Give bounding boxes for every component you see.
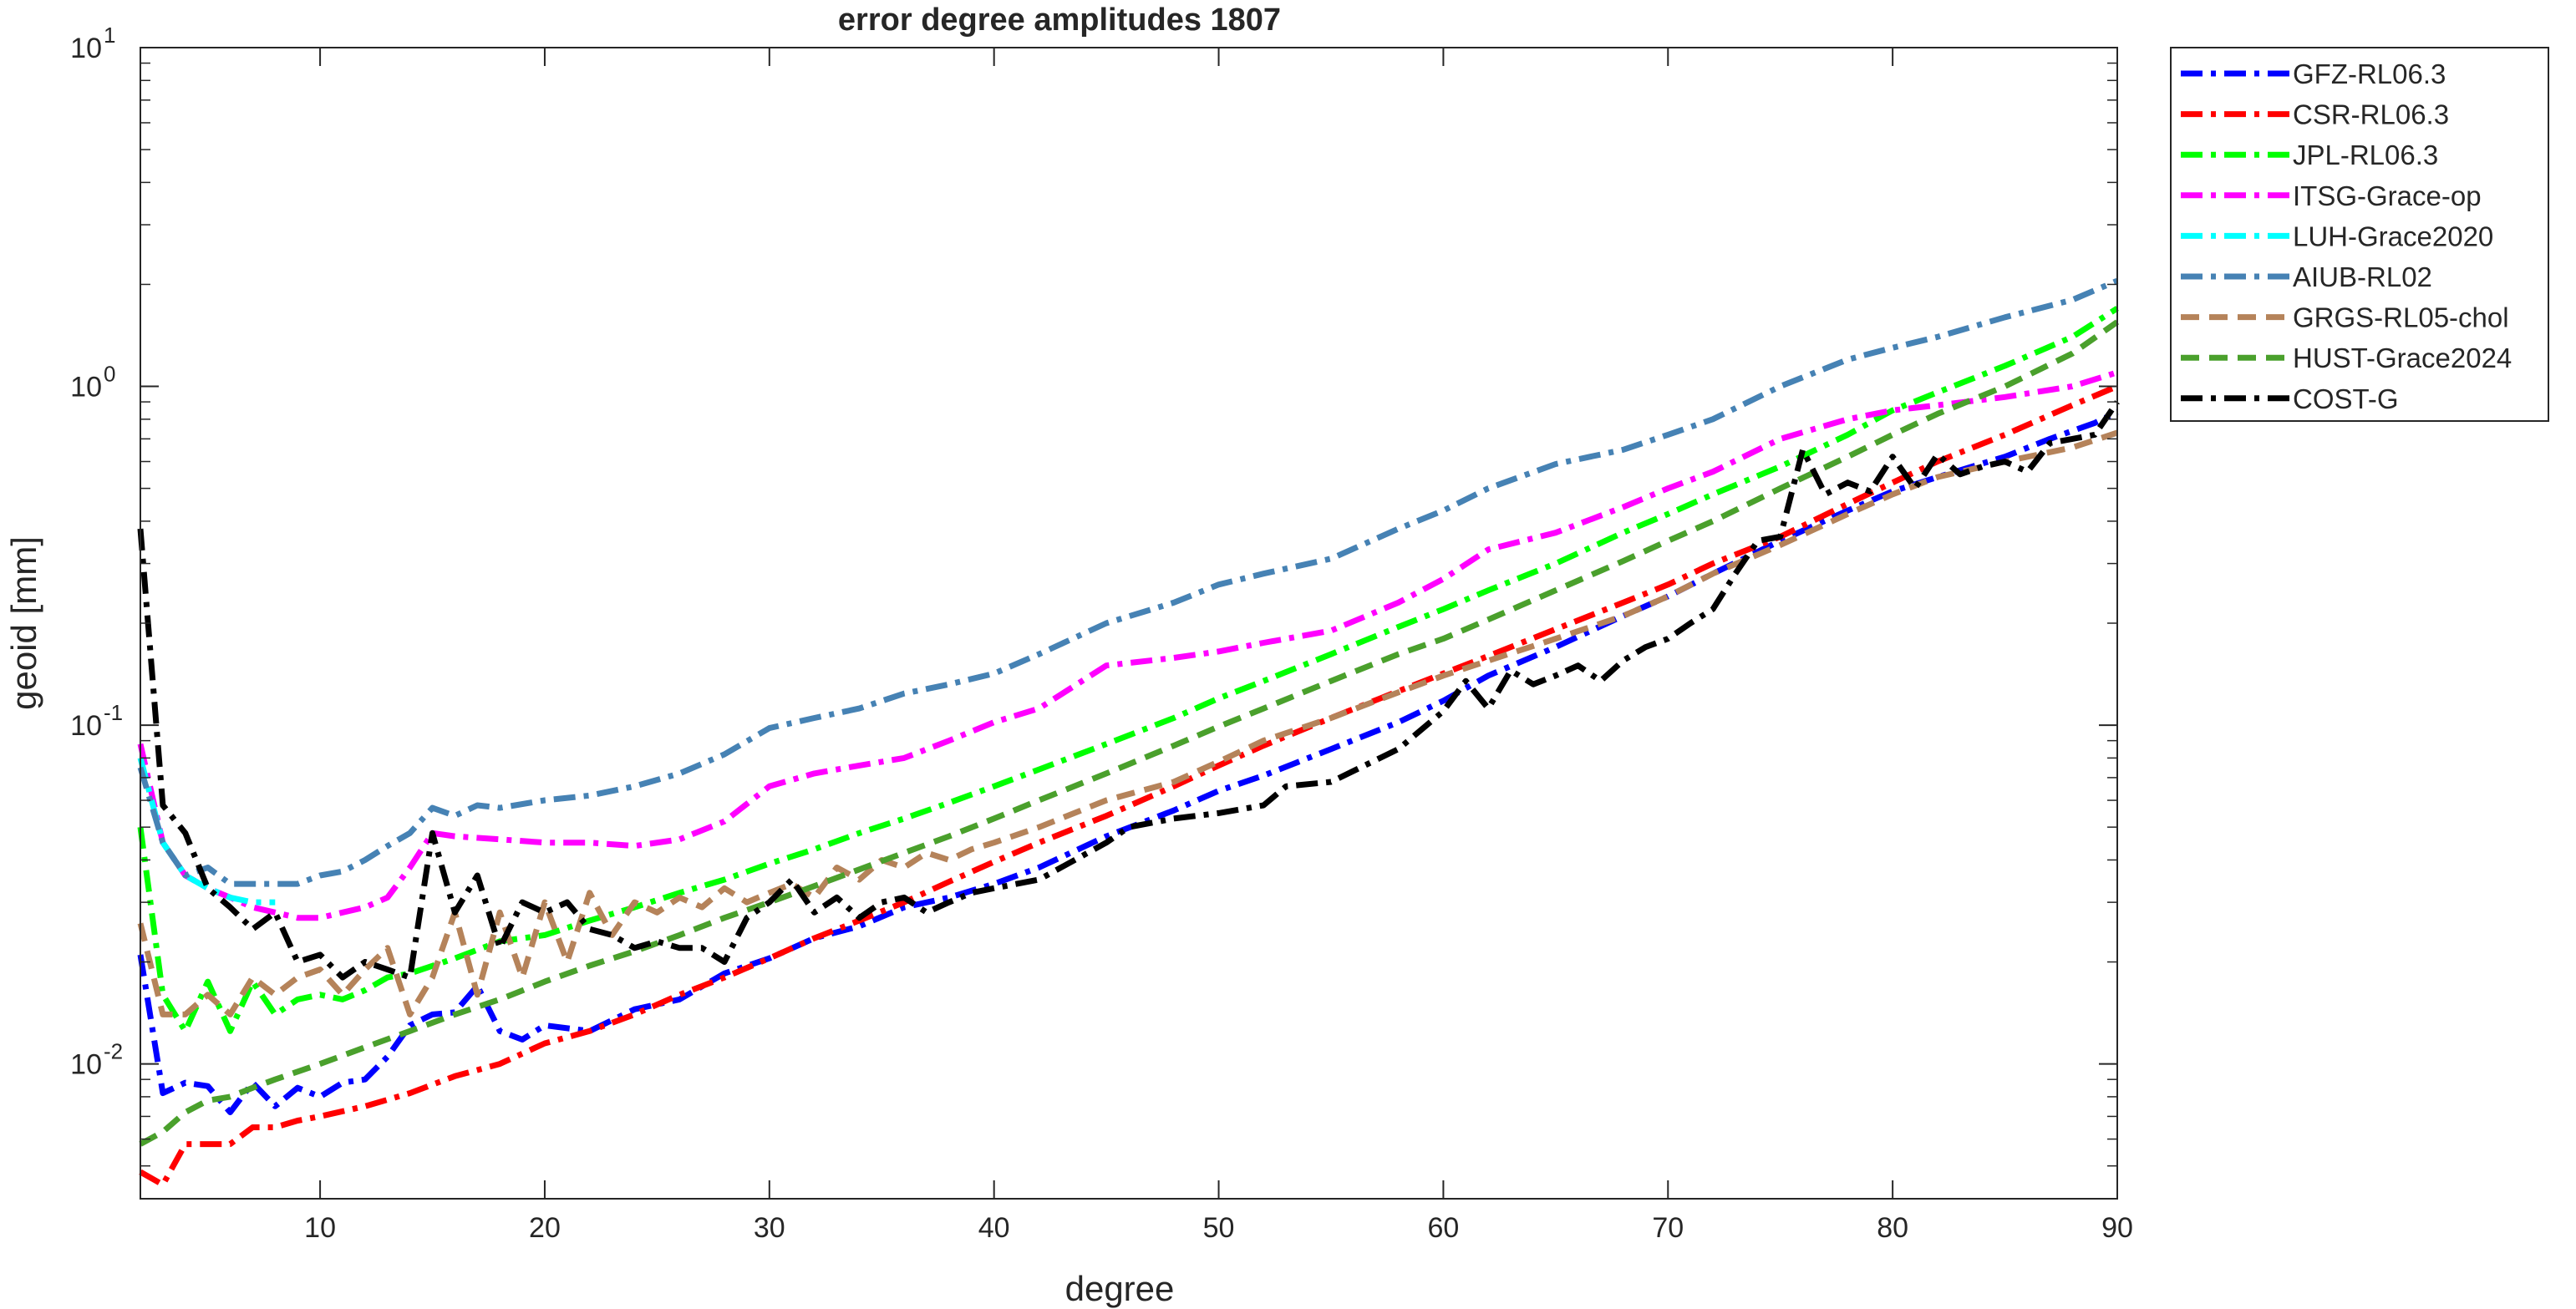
legend-label-7: HUST-Grace2024 <box>2293 342 2512 373</box>
legend-label-2: JPL-RL06.3 <box>2293 140 2438 170</box>
series-layer <box>137 277 2120 1188</box>
series-line-2 <box>137 306 2119 1034</box>
legend-label-5: AIUB-RL02 <box>2293 261 2432 292</box>
x-tick-label-0: 10 <box>304 1212 336 1244</box>
y-axis-label: geoid [mm] <box>4 536 43 710</box>
legend-label-1: CSR-RL06.3 <box>2293 99 2449 130</box>
y-tick-exponent-0: -2 <box>104 1039 123 1064</box>
series-line-7 <box>139 319 2120 1147</box>
plot-area <box>140 48 2117 1199</box>
x-axis-label: degree <box>1065 1269 1175 1308</box>
series-line-5 <box>137 277 2119 887</box>
y-tick-label-1: 10 <box>70 710 102 742</box>
series-line-1 <box>139 383 2119 1188</box>
y-tick-exponent-2: 0 <box>104 362 115 387</box>
x-tick-label-7: 80 <box>1877 1212 1908 1244</box>
x-tick-label-4: 50 <box>1203 1212 1235 1244</box>
y-tick-exponent-1: -1 <box>104 700 123 725</box>
legend-label-0: GFZ-RL06.3 <box>2293 58 2446 89</box>
legend-label-8: COST-G <box>2293 383 2399 414</box>
y-tick-label-0: 10 <box>70 1049 102 1081</box>
series-line-6 <box>137 429 2119 1017</box>
x-tick-label-5: 60 <box>1427 1212 1459 1244</box>
x-tick-label-2: 30 <box>754 1212 785 1244</box>
y-tick-label-3: 10 <box>70 33 102 64</box>
series-line-8 <box>137 400 2120 981</box>
legend-label-6: GRGS-RL05-chol <box>2293 302 2509 333</box>
series-line-3 <box>137 369 2119 921</box>
legend: GFZ-RL06.3 CSR-RL06.3 JPL-RL06.3 ITSG-Grace… <box>2170 47 2549 422</box>
x-tick-label-3: 40 <box>978 1212 1010 1244</box>
y-tick-exponent-3: 1 <box>104 23 115 48</box>
x-tick-label-6: 70 <box>1652 1212 1684 1244</box>
x-tick-label-8: 90 <box>2101 1212 2133 1244</box>
legend-label-4: LUH-Grace2020 <box>2293 221 2493 251</box>
y-tick-label-2: 10 <box>70 372 102 403</box>
x-tick-label-1: 20 <box>529 1212 561 1244</box>
legend-label-3: ITSG-Grace-op <box>2293 180 2482 211</box>
chart-title: error degree amplitudes 1807 <box>838 3 1281 38</box>
legend-items: GFZ-RL06.3 CSR-RL06.3 JPL-RL06.3 ITSG-Grace… <box>2181 58 2512 414</box>
